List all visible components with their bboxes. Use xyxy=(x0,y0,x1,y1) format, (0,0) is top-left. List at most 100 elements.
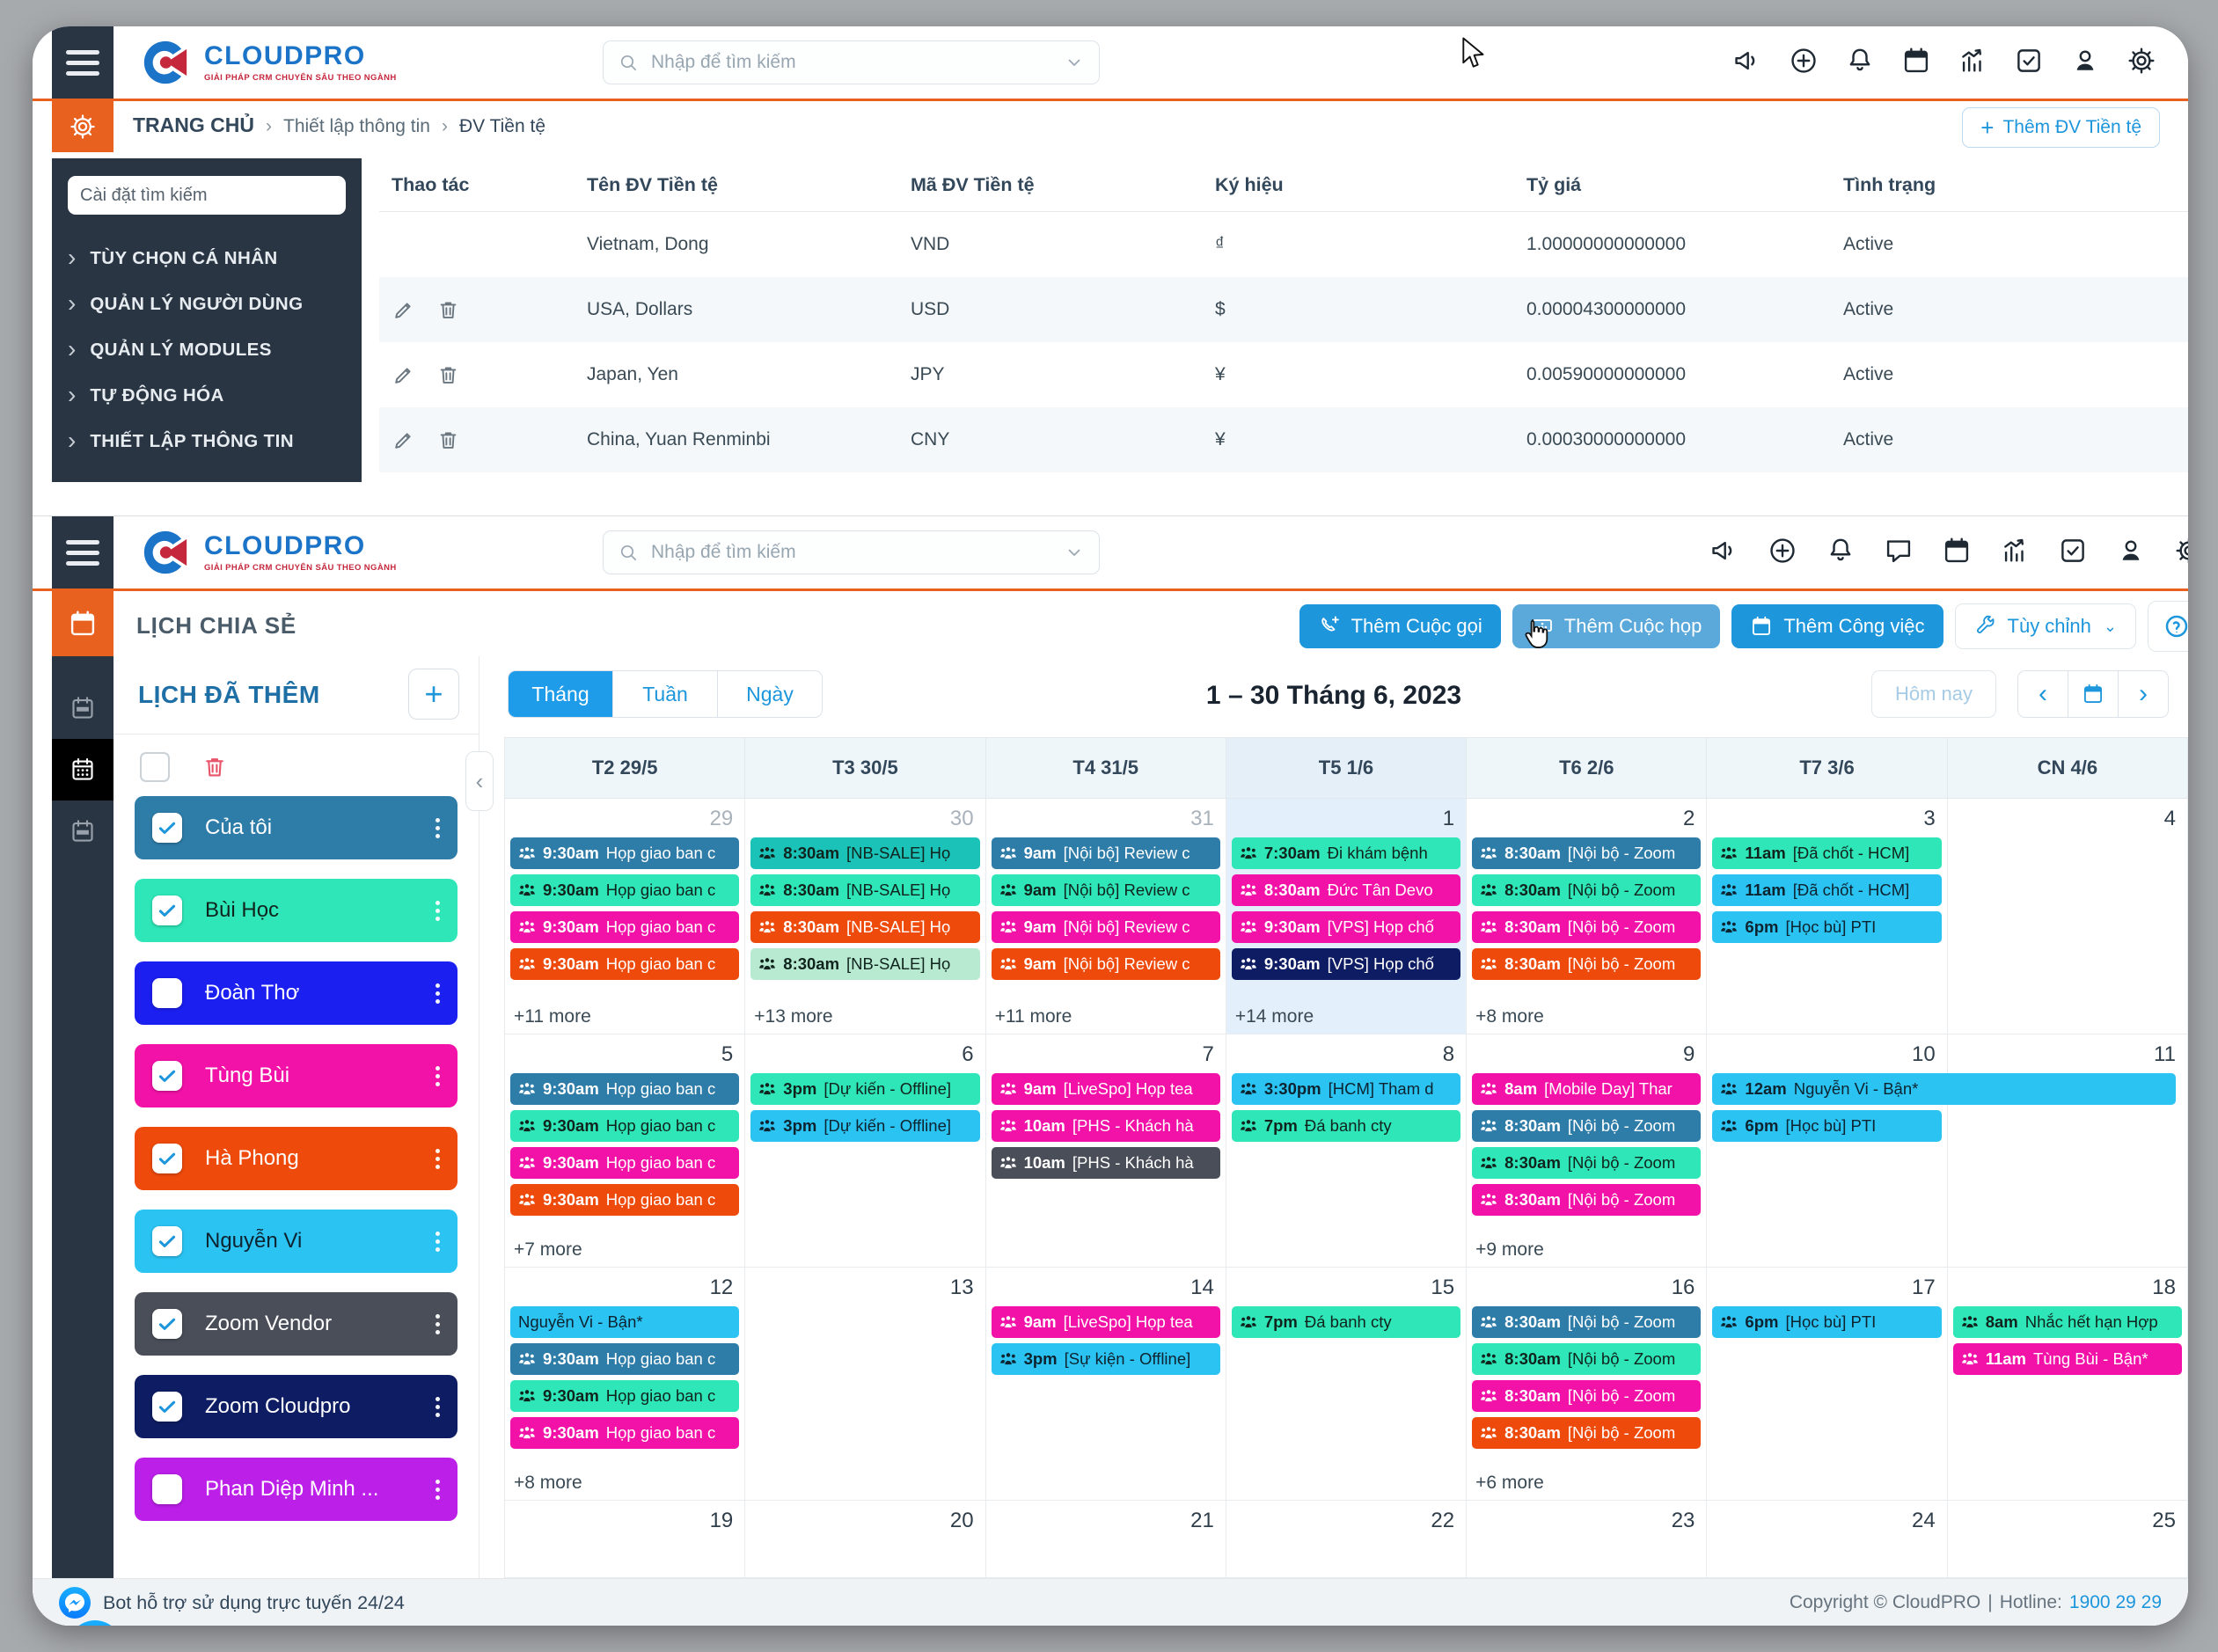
checked-checkbox[interactable] xyxy=(152,1392,182,1422)
calendar-event[interactable]: 9:30am [VPS] Họp chố xyxy=(1231,948,1461,980)
prev-button[interactable]: ‹ xyxy=(2018,671,2068,717)
calendar-event[interactable]: 7pm Đá banh cty xyxy=(1231,1306,1461,1338)
day-cell[interactable]: 25 xyxy=(1948,1501,2188,1577)
megaphone-icon[interactable] xyxy=(1732,46,1762,76)
kebab-menu-icon[interactable] xyxy=(436,1396,440,1417)
day-cell[interactable]: 8 3:30pm [HCM] Tham d 7pm Đá banh cty xyxy=(1226,1034,1468,1267)
calendar-event[interactable]: 8:30am [Nội bộ - Zoom xyxy=(1472,1147,1702,1179)
help-button[interactable] xyxy=(2148,601,2188,652)
hamburger-menu-button[interactable] xyxy=(52,26,113,99)
notifications-bell-icon[interactable] xyxy=(1826,536,1856,566)
unchecked-checkbox[interactable] xyxy=(152,1474,182,1504)
hamburger-menu-button[interactable] xyxy=(52,516,113,588)
calendar-event[interactable]: 3pm [Dự kiến - Offline] xyxy=(750,1073,980,1105)
calendar-event[interactable]: 8:30am [NB-SALE] Họ xyxy=(750,948,980,980)
calendar-event[interactable]: 9:30am Họp giao ban c xyxy=(510,948,740,980)
settings-menu-item[interactable]: › TÙY CHỌN CÁ NHÂN xyxy=(68,236,346,281)
calendar-event[interactable]: 8:30am [Nội bộ - Zoom xyxy=(1472,1417,1702,1449)
chat-icon[interactable] xyxy=(1884,536,1914,566)
day-cell[interactable]: 2 8:30am [Nội bộ - Zoom 8:30am [Nội bộ - Zoo… xyxy=(1467,799,1708,1034)
kebab-menu-icon[interactable] xyxy=(436,1313,440,1334)
calendar-event[interactable]: 12am Nguyễn Vi - Bận* xyxy=(1712,1073,2176,1105)
calendar-event[interactable]: 9:30am Họp giao ban c xyxy=(510,1147,740,1179)
datepicker-button[interactable] xyxy=(2068,671,2119,717)
calendar-event[interactable]: 9:30am Họp giao ban c xyxy=(510,1073,740,1105)
checked-checkbox[interactable] xyxy=(152,1144,182,1173)
calendar-event[interactable]: 9am [LiveSpo] Họp tea xyxy=(991,1306,1220,1338)
notifications-bell-icon[interactable] xyxy=(1845,46,1875,76)
tab-week[interactable]: Tuần xyxy=(613,671,718,717)
checked-checkbox[interactable] xyxy=(152,1061,182,1091)
calendar-list-item[interactable]: Phan Diệp Minh ... xyxy=(135,1458,458,1521)
calendar-event[interactable]: 9:30am Họp giao ban c xyxy=(510,1343,740,1375)
calendar-event[interactable]: 8:30am [Nội bộ - Zoom xyxy=(1472,874,1702,906)
rail-calendar-icon[interactable] xyxy=(52,677,113,739)
calendar-event[interactable]: 8am Nhắc hết hạn Hợp xyxy=(1952,1306,2182,1338)
day-cell[interactable]: 17 6pm [Học bù] PTI xyxy=(1707,1268,1948,1500)
checked-checkbox[interactable] xyxy=(152,1309,182,1339)
analytics-icon[interactable] xyxy=(1958,46,1987,76)
day-cell[interactable]: 24 xyxy=(1707,1501,1948,1577)
calendar-event[interactable]: 11am [Đã chốt - HCM] xyxy=(1712,837,1942,869)
day-cell[interactable]: 14 9am [LiveSpo] Họp tea 3pm [Sự kiện - Offl… xyxy=(986,1268,1226,1500)
add-currency-button[interactable]: + Thêm ĐV Tiền tệ xyxy=(1962,107,2160,148)
day-cell[interactable]: 9 8am [Mobile Day] Thar 8:30am [Nội bộ - Zoo… xyxy=(1467,1034,1708,1267)
calendar-icon[interactable] xyxy=(1942,536,1972,566)
day-cell[interactable]: 11 xyxy=(1948,1034,2188,1267)
global-search-input[interactable] xyxy=(649,541,1053,564)
day-cell[interactable]: 16 8:30am [Nội bộ - Zoom 8:30am [Nội bộ - Zo… xyxy=(1467,1268,1708,1500)
unchecked-checkbox[interactable] xyxy=(152,978,182,1008)
checked-checkbox[interactable] xyxy=(152,1226,182,1256)
chevron-down-icon[interactable] xyxy=(1064,52,1085,73)
kebab-menu-icon[interactable] xyxy=(436,983,440,1004)
calendar-event[interactable]: 9:30am Họp giao ban c xyxy=(510,1110,740,1142)
calendar-event[interactable]: 6pm [Học bù] PTI xyxy=(1712,1306,1942,1338)
calendar-event[interactable]: 11am Tùng Bùi - Bận* xyxy=(1952,1343,2182,1375)
delete-icon[interactable] xyxy=(436,298,460,322)
rail-shared-calendar-icon[interactable] xyxy=(52,739,113,800)
calendar-event[interactable]: 8:30am [Nội bộ - Zoom xyxy=(1472,1306,1702,1338)
breadcrumb-level1[interactable]: Thiết lập thông tin xyxy=(283,116,430,136)
calendar-event[interactable]: 8:30am [NB-SALE] Họ xyxy=(750,911,980,943)
collapse-sidebar-handle[interactable]: ‹ xyxy=(465,751,494,811)
calendar-list-item[interactable]: Tùng Bùi xyxy=(135,1044,458,1107)
delete-calendars-icon[interactable] xyxy=(201,754,228,780)
add-calendar-button[interactable]: + xyxy=(408,669,459,720)
kebab-menu-icon[interactable] xyxy=(436,1065,440,1086)
calendar-list-item[interactable]: Đoàn Thơ xyxy=(135,961,458,1025)
calendar-module-tile[interactable] xyxy=(52,591,113,656)
more-events-link[interactable]: +14 more xyxy=(1234,1006,1314,1027)
calendar-event[interactable]: 8am [Mobile Day] Thar xyxy=(1472,1073,1702,1105)
more-events-link[interactable]: +13 more xyxy=(754,1006,833,1027)
calendar-event[interactable]: 8:30am [Nội bộ - Zoom xyxy=(1472,1380,1702,1412)
calendar-event[interactable]: 8:30am [Nội bộ - Zoom xyxy=(1472,948,1702,980)
kebab-menu-icon[interactable] xyxy=(436,817,440,838)
calendar-list-item[interactable]: Zoom Cloudpro xyxy=(135,1375,458,1438)
calendar-event[interactable]: 6pm [Học bù] PTI xyxy=(1712,911,1942,943)
calendar-event[interactable]: 9am [LiveSpo] Họp tea xyxy=(991,1073,1220,1105)
calendar-event[interactable]: 3pm [Dự kiến - Offline] xyxy=(750,1110,980,1142)
calendar-event[interactable]: 9:30am Họp giao ban c xyxy=(510,1184,740,1216)
edit-icon[interactable] xyxy=(392,363,415,387)
chevron-down-icon[interactable] xyxy=(1064,542,1085,563)
quick-add-icon[interactable] xyxy=(1789,46,1819,76)
calendar-event[interactable]: 8:30am [NB-SALE] Họ xyxy=(750,837,980,869)
messenger-icon[interactable] xyxy=(59,1587,91,1619)
add-task-button[interactable]: Thêm Công việc xyxy=(1731,604,1943,648)
tasks-icon[interactable] xyxy=(2058,536,2088,566)
checked-checkbox[interactable] xyxy=(152,895,182,925)
kebab-menu-icon[interactable] xyxy=(436,1231,440,1252)
calendar-event[interactable]: 8:30am [Nội bộ - Zoom xyxy=(1472,1343,1702,1375)
delete-icon[interactable] xyxy=(436,363,460,387)
gear-icon[interactable] xyxy=(2126,46,2156,76)
calendar-event[interactable]: 8:30am [NB-SALE] Họ xyxy=(750,874,980,906)
calendar-event[interactable]: 9:30am Họp giao ban c xyxy=(510,874,740,906)
calendar-event[interactable]: 9am [Nội bộ] Review c xyxy=(991,874,1220,906)
edit-icon[interactable] xyxy=(392,298,415,322)
calendar-event[interactable]: 10am [PHS - Khách hà xyxy=(991,1110,1220,1142)
day-cell[interactable]: 19 xyxy=(505,1501,746,1577)
settings-menu-item[interactable]: › THIẾT LẬP THÔNG TIN xyxy=(68,419,346,464)
calendar-list-item[interactable]: Nguyễn Vi xyxy=(135,1210,458,1273)
user-icon[interactable] xyxy=(2116,536,2146,566)
calendar-event[interactable]: Nguyễn Vi - Bận* xyxy=(510,1306,740,1338)
